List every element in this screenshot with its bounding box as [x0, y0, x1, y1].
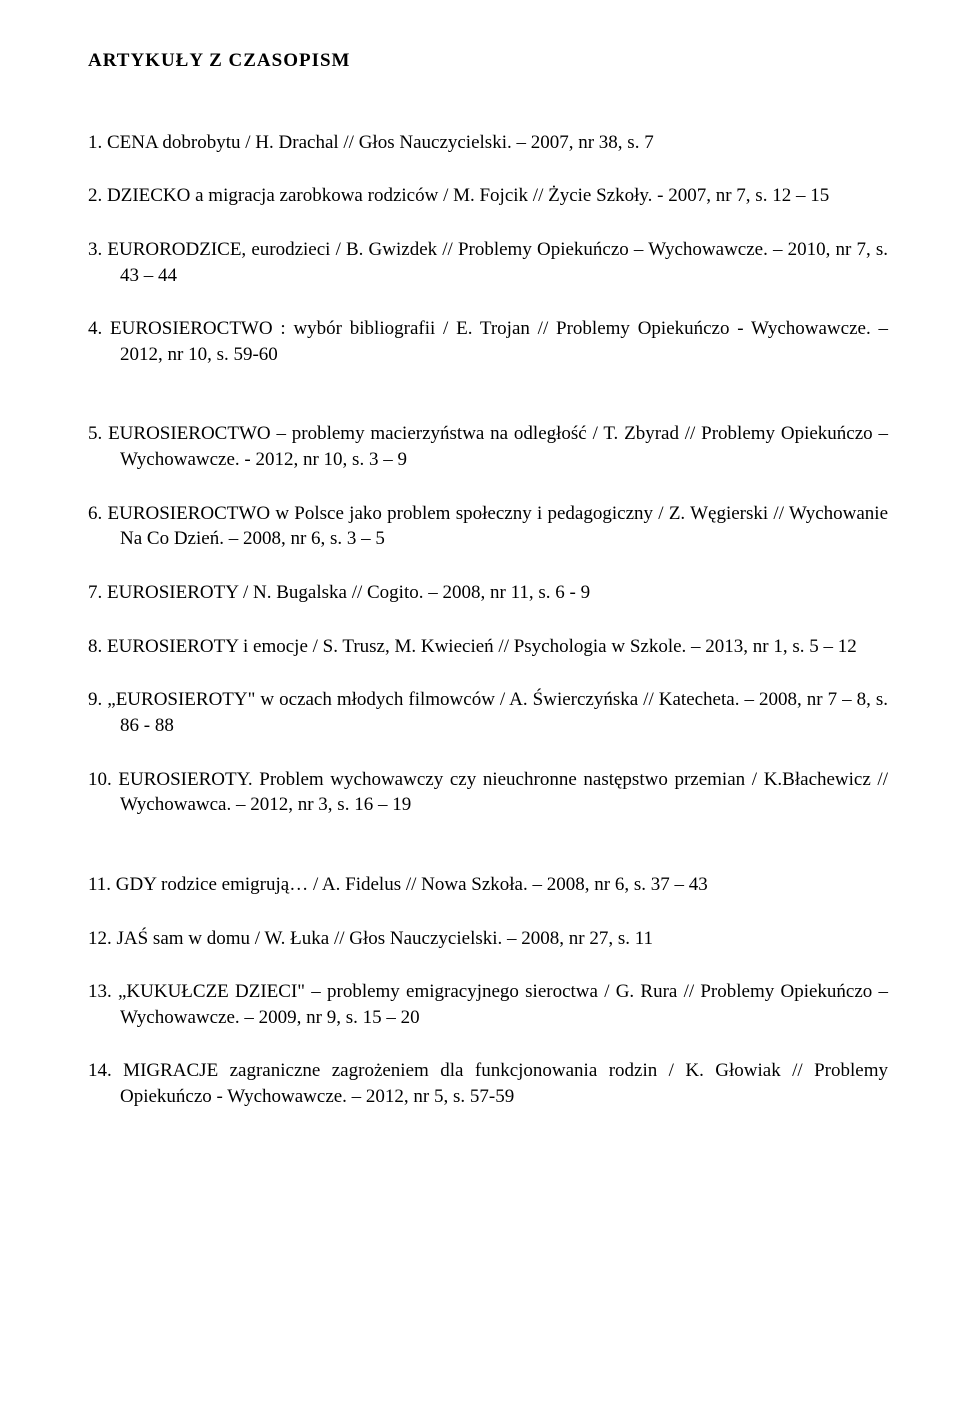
bibliography-entry: 10. EUROSIEROTY. Problem wychowawczy czy…	[88, 767, 888, 818]
bibliography-entry: 8. EUROSIEROTY i emocje / S. Trusz, M. K…	[88, 634, 888, 660]
bibliography-entry: 14. MIGRACJE zagraniczne zagrożeniem dla…	[88, 1058, 888, 1109]
bibliography-entry: 3. EURORODZICE, eurodzieci / B. Gwizdek …	[88, 237, 888, 288]
bibliography-entry: 13. „KUKUŁCZE DZIECI" – problemy emigrac…	[88, 979, 888, 1030]
bibliography-entry: 11. GDY rodzice emigrują… / A. Fidelus /…	[88, 872, 888, 898]
bibliography-entry: 1. CENA dobrobytu / H. Drachal // Głos N…	[88, 130, 888, 156]
bibliography-entry: 5. EUROSIEROCTWO – problemy macierzyństw…	[88, 421, 888, 472]
bibliography-entry: 9. „EUROSIEROTY" w oczach młodych filmow…	[88, 687, 888, 738]
bibliography-entry: 12. JAŚ sam w domu / W. Łuka // Głos Nau…	[88, 926, 888, 952]
bibliography-entry: 6. EUROSIEROCTWO w Polsce jako problem s…	[88, 501, 888, 552]
bibliography-list: 1. CENA dobrobytu / H. Drachal // Głos N…	[88, 130, 888, 1110]
bibliography-entry: 7. EUROSIEROTY / N. Bugalska // Cogito. …	[88, 580, 888, 606]
bibliography-entry: 4. EUROSIEROCTWO : wybór bibliografii / …	[88, 316, 888, 367]
bibliography-entry: 2. DZIECKO a migracja zarobkowa rodziców…	[88, 183, 888, 209]
page-heading: ARTYKUŁY Z CZASOPISM	[88, 48, 888, 74]
